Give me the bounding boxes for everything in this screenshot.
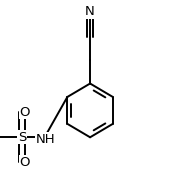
Text: N: N bbox=[85, 5, 95, 18]
Text: O: O bbox=[19, 156, 30, 169]
Text: S: S bbox=[18, 131, 26, 144]
Text: NH: NH bbox=[36, 133, 55, 146]
Text: O: O bbox=[19, 106, 30, 119]
